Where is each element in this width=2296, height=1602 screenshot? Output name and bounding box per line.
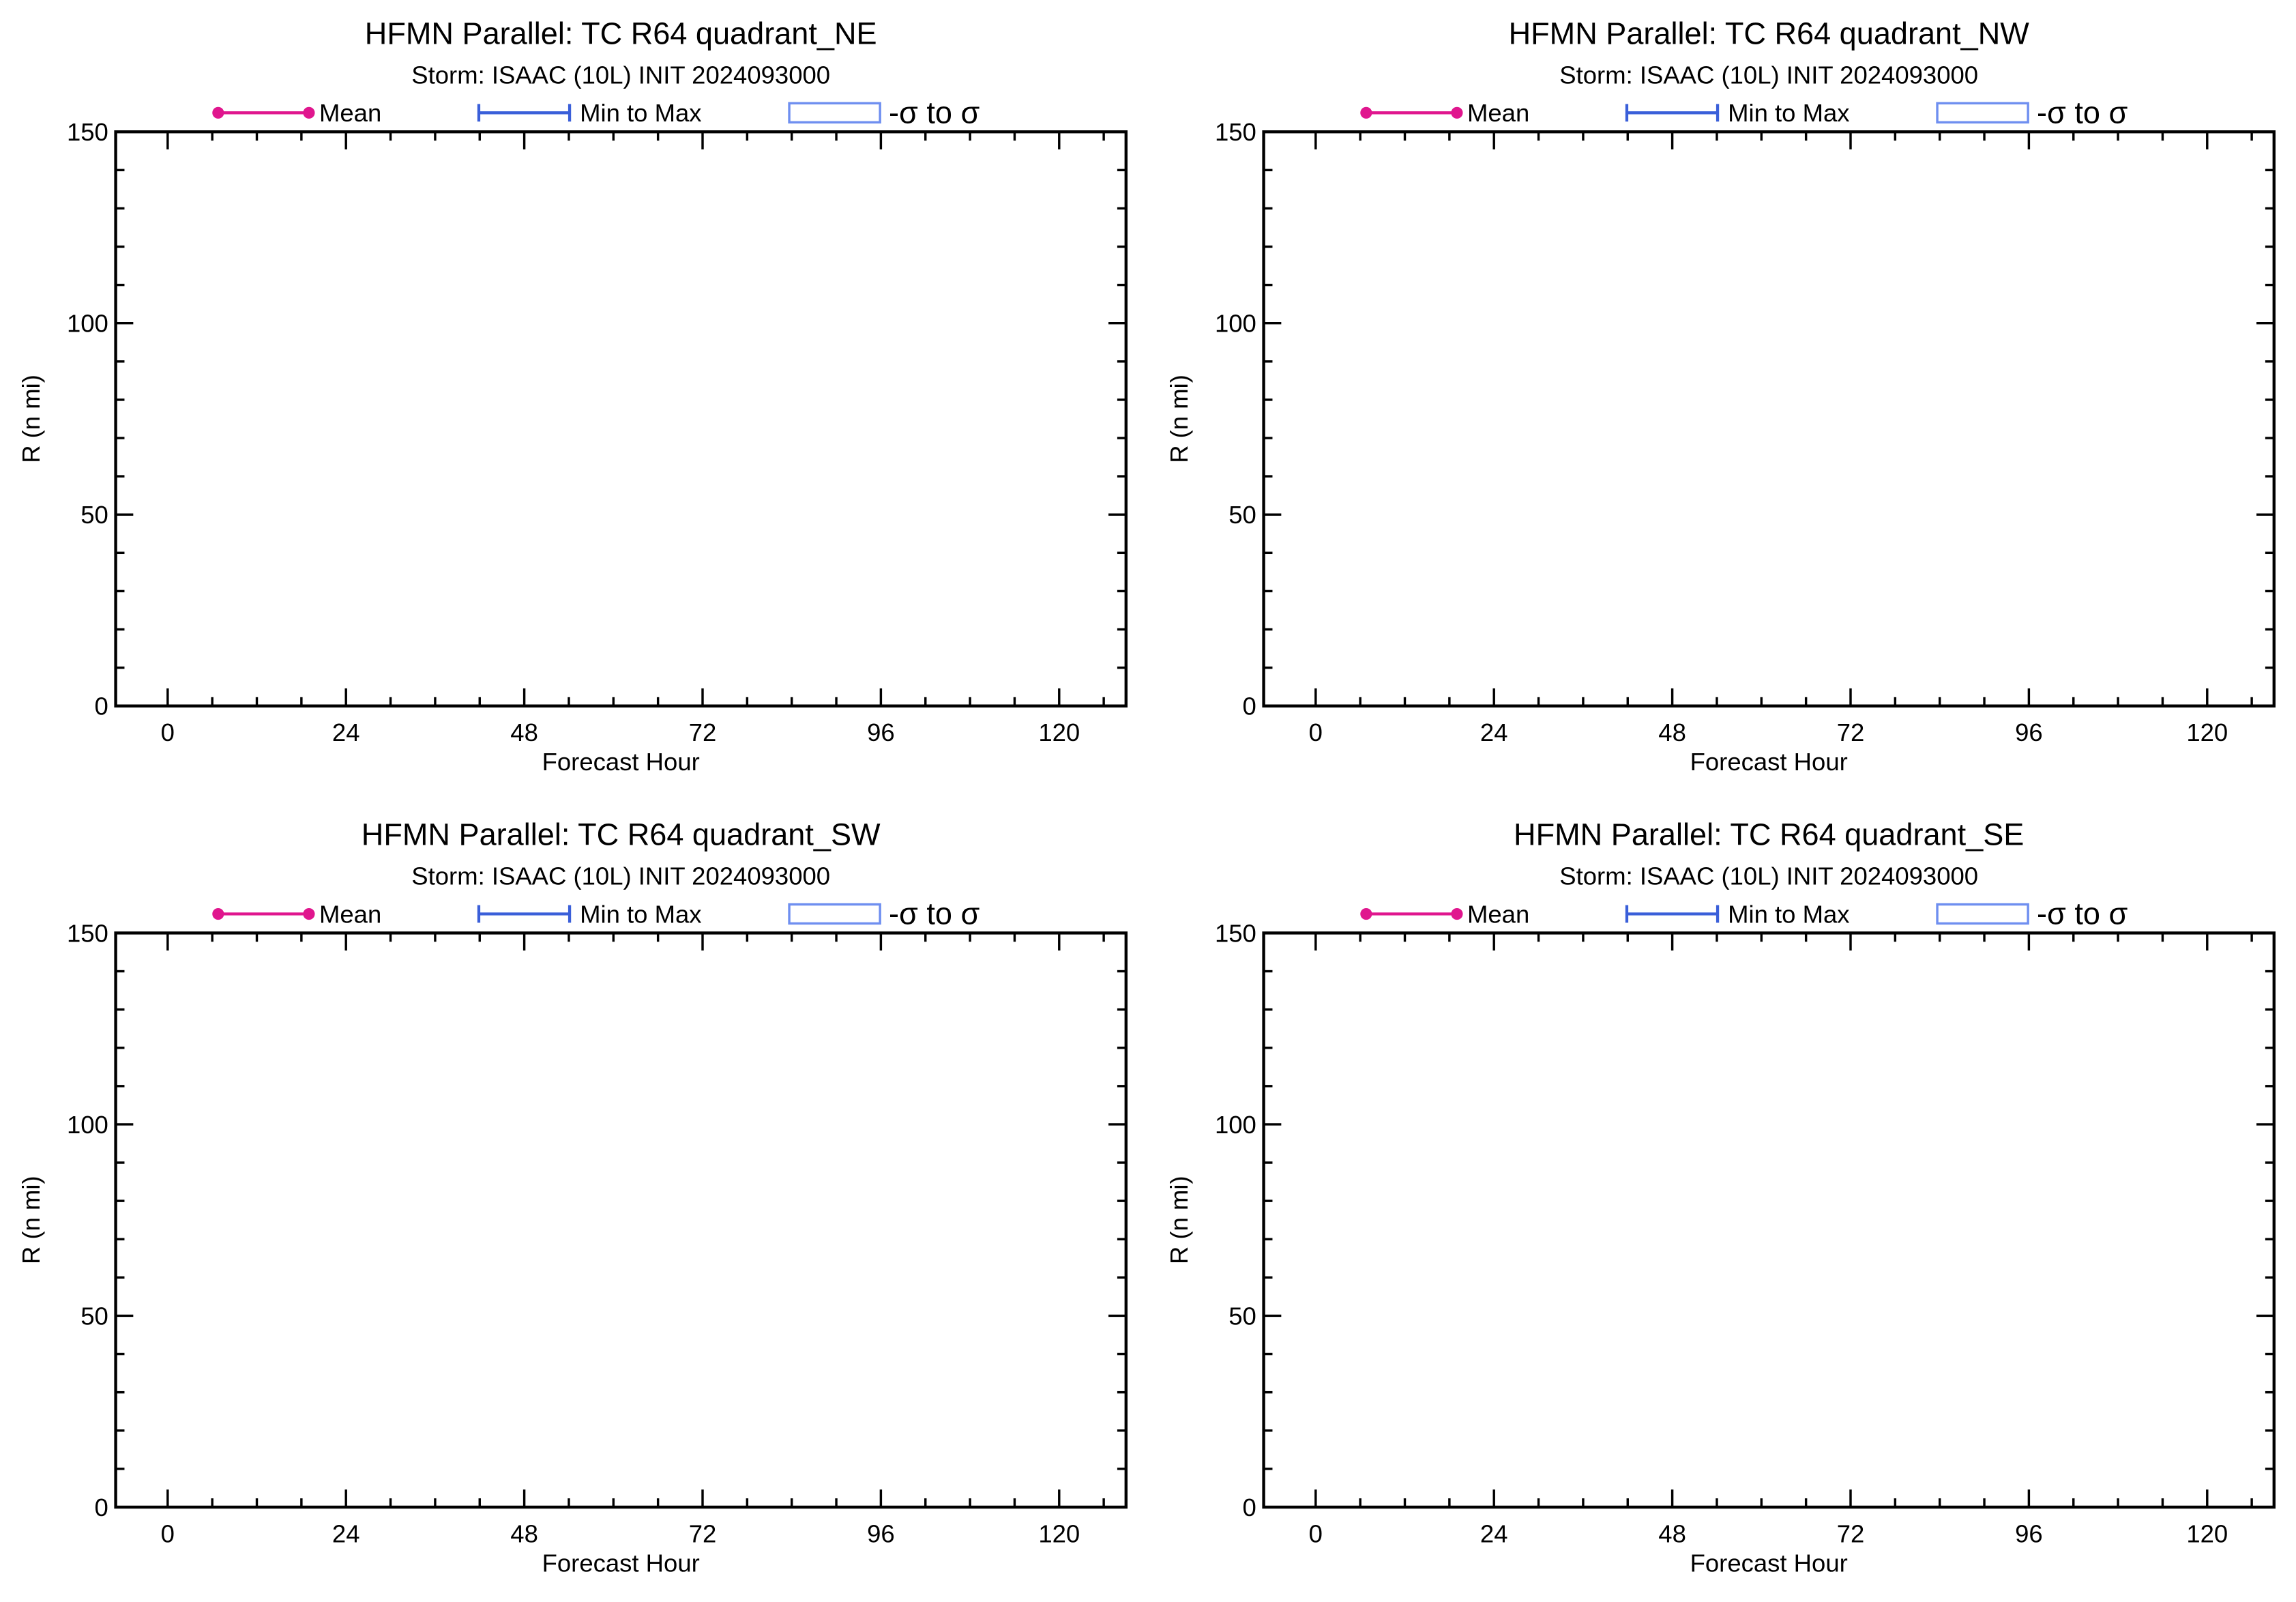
y-tick-label: 50 (80, 501, 108, 529)
y-tick-label: 100 (67, 310, 108, 338)
legend-sigma-box (788, 102, 881, 123)
legend: Mean Min to Max -σ to σ (1360, 897, 2128, 931)
legend: Mean Min to Max -σ to σ (1360, 95, 2128, 130)
x-tick-label: 0 (161, 1519, 175, 1547)
x-axis-label: Forecast Hour (542, 1549, 700, 1577)
legend-mean-label: Mean (1467, 99, 1529, 127)
legend-mean-marker (303, 907, 315, 920)
y-tick-label: 0 (95, 1494, 108, 1521)
chart-title: HFMN Parallel: TC R64 quadrant_NW (1509, 16, 2030, 50)
legend-sigma-box (1936, 102, 2029, 123)
legend-mean-marker (303, 106, 315, 119)
x-tick-label: 120 (1038, 718, 1080, 746)
y-axis-label: R (n mi) (17, 1176, 45, 1264)
y-tick-label: 50 (1228, 1302, 1256, 1330)
y-tick-label: 150 (1215, 919, 1256, 947)
legend-minmax-label: Min to Max (1728, 99, 1849, 127)
x-tick-label: 72 (689, 1519, 717, 1547)
y-tick-label: 150 (67, 118, 108, 146)
legend-mean-marker (1360, 106, 1372, 119)
plot-frame (1262, 130, 2276, 708)
y-tick-label: 50 (1228, 501, 1256, 529)
legend-sigma-label: -σ to σ (2037, 897, 2128, 931)
x-tick-label: 96 (2015, 718, 2043, 746)
x-tick-label: 24 (332, 718, 360, 746)
chart-title: HFMN Parallel: TC R64 quadrant_SE (1514, 817, 2024, 852)
y-tick-label: 100 (1215, 1111, 1256, 1139)
chart-panel-sw: HFMN Parallel: TC R64 quadrant_SW Storm: … (17, 817, 1128, 1577)
plot-frame (1262, 931, 2276, 1509)
plot-frame (114, 931, 1128, 1509)
legend-sigma-label: -σ to σ (889, 897, 980, 931)
legend-mean-marker (1451, 106, 1463, 119)
y-axis-label: R (n mi) (17, 375, 45, 463)
chart-subtitle: Storm: ISAAC (10L) INIT 2024093000 (1559, 61, 1978, 89)
legend-sigma-label: -σ to σ (2037, 95, 2128, 130)
x-tick-label: 120 (2186, 718, 2228, 746)
y-axis-label: R (n mi) (1165, 375, 1193, 463)
legend-mean-marker (212, 907, 224, 920)
y-axis-label: R (n mi) (1165, 1176, 1193, 1264)
x-tick-label: 24 (1480, 1519, 1508, 1547)
legend-mean-marker (212, 106, 224, 119)
legend-mean-label: Mean (319, 900, 381, 928)
legend: Mean Min to Max -σ to σ (212, 897, 980, 931)
x-tick-label: 120 (1038, 1519, 1080, 1547)
legend-mean-label: Mean (319, 99, 381, 127)
y-tick-label: 0 (1243, 1494, 1256, 1521)
chart-panel-se: HFMN Parallel: TC R64 quadrant_SE Storm: … (1165, 817, 2276, 1577)
legend: Mean Min to Max -σ to σ (212, 95, 980, 130)
x-tick-label: 48 (1658, 718, 1686, 746)
y-tick-label: 150 (67, 919, 108, 947)
chart-title: HFMN Parallel: TC R64 quadrant_NE (365, 16, 877, 50)
y-tick-label: 50 (80, 1302, 108, 1330)
x-tick-label: 24 (1480, 718, 1508, 746)
legend-minmax-label: Min to Max (580, 99, 701, 127)
x-tick-label: 96 (2015, 1519, 2043, 1547)
legend-mean-marker (1360, 907, 1372, 920)
x-tick-label: 0 (1309, 1519, 1323, 1547)
x-tick-label: 0 (1309, 718, 1323, 746)
chart-title: HFMN Parallel: TC R64 quadrant_SW (362, 817, 881, 852)
chart-panel-nw: HFMN Parallel: TC R64 quadrant_NW Storm: … (1165, 16, 2276, 776)
chart-subtitle: Storm: ISAAC (10L) INIT 2024093000 (1559, 862, 1978, 890)
x-axis-label: Forecast Hour (1690, 748, 1848, 776)
y-tick-label: 0 (1243, 693, 1256, 720)
plot-frame (114, 130, 1128, 708)
x-tick-label: 96 (867, 718, 895, 746)
x-tick-label: 72 (1837, 718, 1865, 746)
legend-sigma-box (788, 903, 881, 925)
x-tick-label: 48 (1658, 1519, 1686, 1547)
x-tick-label: 0 (161, 718, 175, 746)
legend-sigma-box (1936, 903, 2029, 925)
chart-subtitle: Storm: ISAAC (10L) INIT 2024093000 (411, 61, 830, 89)
legend-mean-label: Mean (1467, 900, 1529, 928)
chart-panel-ne: HFMN Parallel: TC R64 quadrant_NE Storm: … (17, 16, 1128, 776)
y-tick-label: 0 (95, 693, 108, 720)
x-axis-label: Forecast Hour (1690, 1549, 1848, 1577)
x-tick-label: 96 (867, 1519, 895, 1547)
x-axis-label: Forecast Hour (542, 748, 700, 776)
x-tick-label: 48 (510, 1519, 538, 1547)
x-tick-label: 48 (510, 718, 538, 746)
x-tick-label: 72 (689, 718, 717, 746)
y-tick-label: 100 (67, 1111, 108, 1139)
legend-minmax-label: Min to Max (1728, 900, 1849, 928)
y-tick-label: 150 (1215, 118, 1256, 146)
y-tick-label: 100 (1215, 310, 1256, 338)
legend-sigma-label: -σ to σ (889, 95, 980, 130)
x-tick-label: 120 (2186, 1519, 2228, 1547)
x-tick-label: 24 (332, 1519, 360, 1547)
legend-minmax-label: Min to Max (580, 900, 701, 928)
x-tick-label: 72 (1837, 1519, 1865, 1547)
legend-mean-marker (1451, 907, 1463, 920)
chart-subtitle: Storm: ISAAC (10L) INIT 2024093000 (411, 862, 830, 890)
